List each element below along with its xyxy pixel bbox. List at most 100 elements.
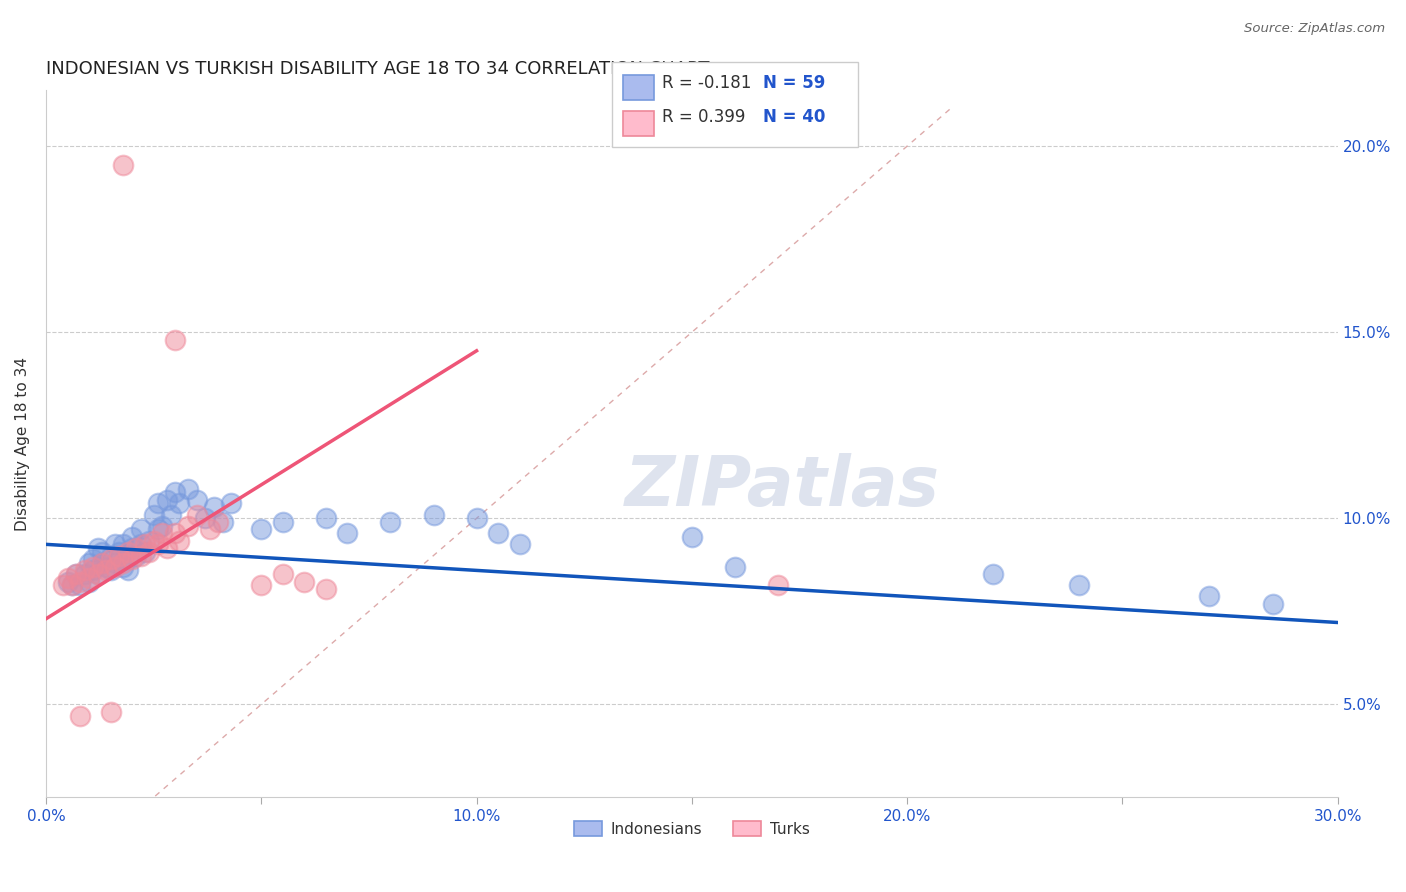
Text: Source: ZipAtlas.com: Source: ZipAtlas.com — [1244, 22, 1385, 36]
Point — [129, 537, 152, 551]
Point — [117, 563, 139, 577]
Text: N = 40: N = 40 — [763, 108, 825, 126]
Text: R = 0.399: R = 0.399 — [662, 108, 745, 126]
Point — [336, 526, 359, 541]
Point — [77, 556, 100, 570]
Point — [146, 496, 169, 510]
Point — [121, 541, 143, 555]
Point — [981, 567, 1004, 582]
Point — [121, 552, 143, 566]
Point — [194, 511, 217, 525]
Point — [112, 556, 135, 570]
Point — [82, 552, 104, 566]
Point — [211, 515, 233, 529]
Point — [146, 523, 169, 537]
Point — [165, 333, 187, 347]
Point — [65, 567, 87, 582]
Point — [117, 552, 139, 566]
Legend: Indonesians, Turks: Indonesians, Turks — [568, 814, 815, 843]
Point — [129, 523, 152, 537]
Point — [82, 559, 104, 574]
Point — [250, 578, 273, 592]
Point — [56, 574, 79, 589]
Point — [142, 508, 165, 522]
Y-axis label: Disability Age 18 to 34: Disability Age 18 to 34 — [15, 357, 30, 531]
Point — [60, 578, 83, 592]
Point — [134, 545, 156, 559]
Point — [142, 533, 165, 548]
Point — [65, 567, 87, 582]
Point — [96, 559, 118, 574]
Point — [112, 158, 135, 172]
Point — [198, 523, 221, 537]
Point — [69, 708, 91, 723]
Point — [77, 574, 100, 589]
Point — [86, 567, 108, 582]
Point — [422, 508, 444, 522]
Point — [681, 530, 703, 544]
Point — [138, 545, 160, 559]
Point — [104, 559, 127, 574]
Point — [73, 563, 96, 577]
Point — [117, 545, 139, 559]
Point — [121, 530, 143, 544]
Point — [1198, 590, 1220, 604]
Point — [73, 567, 96, 582]
Point — [104, 537, 127, 551]
Text: ZIPatlas: ZIPatlas — [624, 453, 939, 520]
Point — [125, 541, 148, 555]
Point — [271, 567, 294, 582]
Point — [250, 523, 273, 537]
Point — [104, 556, 127, 570]
Point — [465, 511, 488, 525]
Point — [202, 500, 225, 515]
Point — [380, 515, 402, 529]
Point — [186, 508, 208, 522]
Point — [315, 511, 337, 525]
Point — [146, 537, 169, 551]
Point — [155, 492, 177, 507]
Point — [100, 552, 122, 566]
Point — [108, 549, 131, 563]
Point — [60, 578, 83, 592]
Point — [169, 496, 191, 510]
Point — [77, 571, 100, 585]
Point — [69, 578, 91, 592]
Point — [86, 541, 108, 555]
Point — [112, 559, 135, 574]
Point — [177, 518, 200, 533]
Point — [766, 578, 789, 592]
Point — [486, 526, 509, 541]
Point — [165, 485, 187, 500]
Text: R = -0.181: R = -0.181 — [662, 74, 752, 92]
Point — [69, 574, 91, 589]
Point — [1069, 578, 1091, 592]
Point — [100, 705, 122, 719]
Point — [91, 556, 114, 570]
Point — [150, 526, 173, 541]
Point — [509, 537, 531, 551]
Point — [219, 496, 242, 510]
Point — [207, 515, 229, 529]
Point — [292, 574, 315, 589]
Point — [165, 526, 187, 541]
Point — [186, 492, 208, 507]
Point — [125, 549, 148, 563]
Point — [129, 549, 152, 563]
Point — [100, 549, 122, 563]
Point — [91, 545, 114, 559]
Point — [271, 515, 294, 529]
Point — [724, 559, 747, 574]
Text: INDONESIAN VS TURKISH DISABILITY AGE 18 TO 34 CORRELATION CHART: INDONESIAN VS TURKISH DISABILITY AGE 18 … — [46, 60, 710, 78]
Point — [177, 482, 200, 496]
Point — [56, 571, 79, 585]
Point — [96, 563, 118, 577]
Point — [160, 508, 183, 522]
Text: N = 59: N = 59 — [763, 74, 825, 92]
Point — [52, 578, 75, 592]
Point — [108, 545, 131, 559]
Point — [112, 537, 135, 551]
Point — [134, 537, 156, 551]
Point — [169, 533, 191, 548]
Point — [100, 563, 122, 577]
